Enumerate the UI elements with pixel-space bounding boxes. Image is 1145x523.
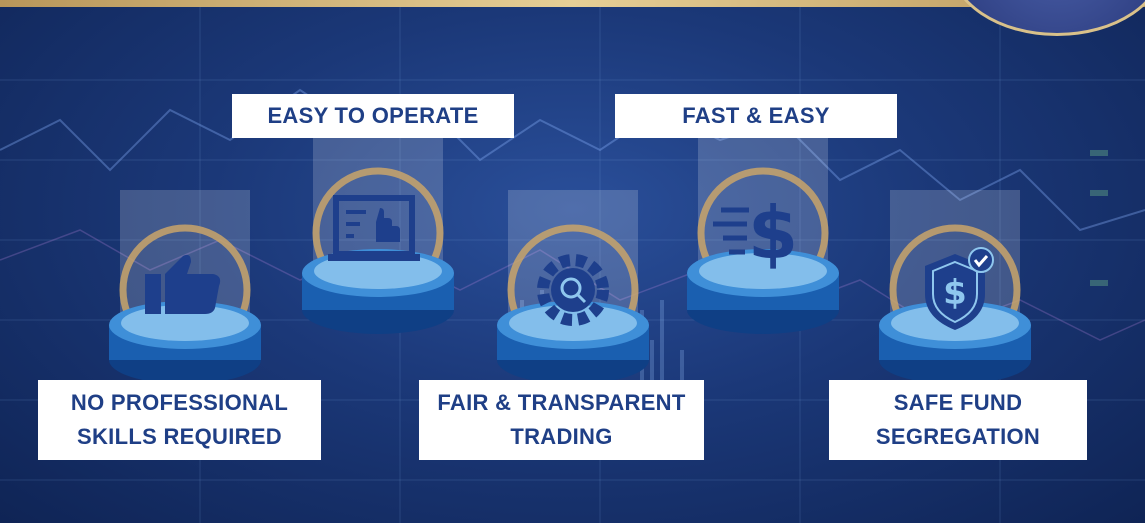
label-line: SAFE FUND: [893, 389, 1023, 415]
thumbs-up-icon: [145, 254, 221, 314]
svg-text:$: $: [748, 191, 798, 275]
fast-dollar-icon: $: [713, 191, 798, 275]
label-line: EASY TO OPERATE: [267, 102, 479, 128]
touch-screen-icon: [328, 195, 420, 261]
pedestal-easy: [302, 138, 454, 334]
label-line: SKILLS REQUIRED: [77, 424, 282, 449]
label-safe-fund: SAFE FUND SEGREGATION: [829, 380, 1087, 460]
label-no-professional-skills: NO PROFESSIONAL SKILLS REQUIRED: [38, 380, 321, 460]
pedestal-safe: $: [879, 190, 1031, 384]
label-fast-easy: FAST & EASY: [615, 94, 897, 138]
gear-magnifier-icon: [537, 254, 609, 326]
label-fair-transparent: FAIR & TRANSPARENT TRADING: [419, 380, 704, 460]
pedestal-no-skills: [109, 190, 261, 384]
pedestal-fair: [497, 190, 649, 384]
svg-text:$: $: [943, 273, 967, 313]
label-line: TRADING: [510, 424, 613, 449]
shield-dollar-icon: $: [925, 247, 994, 330]
label-line: FAST & EASY: [682, 102, 830, 128]
label-line: NO PROFESSIONAL: [70, 389, 289, 415]
label-line: FAIR & TRANSPARENT: [437, 389, 686, 415]
label-line: SEGREGATION: [875, 424, 1041, 449]
pedestal-fast: $: [687, 138, 839, 334]
top-gold-border: [0, 0, 1145, 7]
label-easy-to-operate: EASY TO OPERATE: [232, 94, 514, 138]
